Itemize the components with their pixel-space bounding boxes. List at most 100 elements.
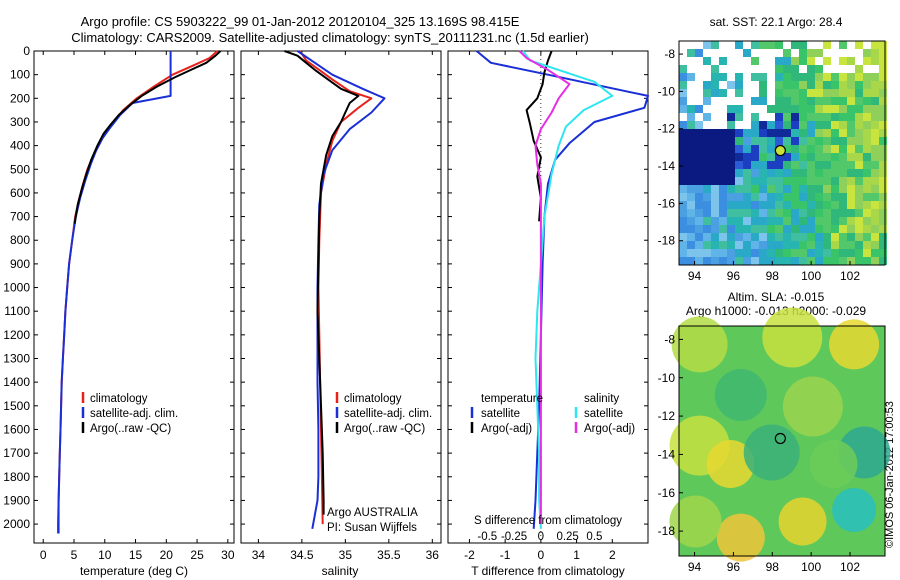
sst-pixel [703, 41, 711, 49]
sst-pixel [799, 81, 807, 89]
sst-pixel [727, 249, 735, 257]
sst-pixel [807, 129, 815, 137]
sla-blob [716, 513, 765, 562]
sst-pixel [839, 81, 847, 89]
sst-pixel [871, 129, 879, 137]
sst-pixel [783, 129, 791, 137]
sst-pixel [767, 193, 775, 201]
sst-pixel [815, 73, 823, 81]
sst-pixel [759, 97, 767, 105]
diff-series-2 [522, 50, 614, 529]
depth-tick-label: 1400 [3, 375, 30, 389]
sst-pixel [831, 113, 839, 121]
diff-legend-header-temp: temperature [481, 393, 543, 405]
sst-pixel [871, 97, 879, 105]
sst-pixel [791, 57, 799, 65]
sst-pixel [719, 57, 727, 65]
sst-pixel [719, 257, 727, 265]
sst-pixel [823, 225, 831, 233]
sst-pixel [831, 81, 839, 89]
sst-pixel [695, 241, 703, 249]
sst-pixel [807, 201, 815, 209]
sst-pixel [727, 233, 735, 241]
sst-pixel [807, 57, 815, 65]
sst-pixel [759, 161, 767, 169]
sst-pixel [831, 233, 839, 241]
sst-pixel [799, 177, 807, 185]
sst-pixel [871, 73, 879, 81]
sst-pixel [799, 57, 807, 65]
sst-pixel [679, 169, 687, 177]
sst-pixel [775, 57, 783, 65]
sst-pixel [727, 193, 735, 201]
sst-map-ytick-label: -18 [658, 234, 676, 248]
sst-pixel [775, 89, 783, 97]
sst-pixel [735, 145, 743, 153]
diff-xtick-label: 1 [573, 548, 580, 562]
sst-pixel [711, 169, 719, 177]
depth-tick-label: 400 [10, 139, 30, 153]
sst-pixel [703, 233, 711, 241]
sst-pixel [847, 249, 855, 257]
sst-pixel [855, 65, 863, 73]
sst-pixel [679, 73, 687, 81]
sst-pixel [679, 121, 687, 129]
sst-pixel [783, 145, 791, 153]
depth-tick-label: 900 [10, 257, 30, 271]
sst-pixel [839, 121, 847, 129]
sst-pixel [767, 217, 775, 225]
sst-pixel [847, 209, 855, 217]
sst-pixel [783, 233, 791, 241]
sst-pixel [735, 105, 743, 113]
sst-pixel [807, 241, 815, 249]
sst-pixel [679, 257, 687, 265]
depth-tick-label: 200 [10, 91, 30, 105]
sst-pixel [711, 185, 719, 193]
sst-pixel [695, 249, 703, 257]
sst-pixel [799, 201, 807, 209]
depth-tick-label: 800 [10, 233, 30, 247]
sst-pixel [759, 193, 767, 201]
sst-pixel [679, 105, 687, 113]
sst-pixel [695, 177, 703, 185]
sst-pixel [783, 105, 791, 113]
sst-pixel [823, 249, 831, 257]
sst-pixel [767, 153, 775, 161]
sst-pixel [783, 89, 791, 97]
sst-pixel [751, 113, 759, 121]
sst-pixel [855, 225, 863, 233]
sst-pixel [703, 129, 711, 137]
sst-pixel [711, 65, 719, 73]
sst-pixel [727, 217, 735, 225]
diff-plot-frame [447, 50, 649, 544]
diff-xlabel2: S difference from climatology [474, 515, 622, 527]
sst-pixel [743, 177, 751, 185]
sst-pixel [863, 137, 871, 145]
sla-map-xtick-label: 100 [801, 560, 821, 574]
sst-pixel [815, 233, 823, 241]
sst-pixel [695, 193, 703, 201]
sst-pixel [679, 65, 687, 73]
sst-pixel [727, 177, 735, 185]
sst-pixel [871, 161, 879, 169]
sst-pixel [735, 113, 743, 121]
sst-pixel [855, 185, 863, 193]
sst-pixel [815, 169, 823, 177]
depth-tick-label: 2000 [3, 517, 30, 531]
sla-blob [778, 497, 827, 546]
sst-pixel [783, 153, 791, 161]
sst-pixel [751, 193, 759, 201]
depth-tick-label: 1200 [3, 328, 30, 342]
sst-pixel [751, 129, 759, 137]
sst-pixel [687, 201, 695, 209]
depth-tick-label: 1800 [3, 470, 30, 484]
sla-map-xtick-label: 98 [766, 560, 780, 574]
sst-pixel [823, 233, 831, 241]
sst-pixel [823, 81, 831, 89]
sst-pixel [759, 41, 767, 49]
sst-pixel [807, 169, 815, 177]
sst-pixel [695, 153, 703, 161]
sst-pixel [799, 49, 807, 57]
sst-pixel [695, 137, 703, 145]
sst-pixel [695, 209, 703, 217]
